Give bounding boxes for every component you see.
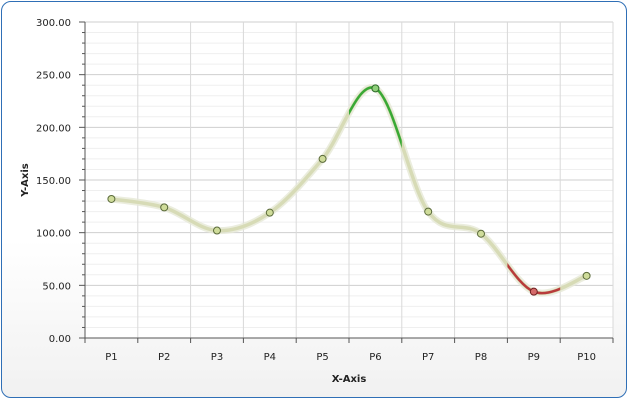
x-tick-label: P4 [264, 352, 276, 363]
data-point [424, 207, 433, 216]
y-tick-label: 0.00 [49, 334, 71, 345]
x-tick-label: P6 [369, 352, 381, 363]
y-tick-label: 250.00 [36, 71, 71, 82]
data-point [477, 229, 485, 238]
data-point [529, 287, 538, 296]
y-tick-label: 50.00 [42, 281, 71, 292]
x-tick-label: P1 [105, 352, 117, 363]
x-tick-label: P3 [211, 352, 223, 363]
data-point [160, 203, 169, 212]
y-tick-label: 150.00 [36, 176, 71, 187]
y-axis-title: Y-Axis [20, 163, 31, 198]
y-tick-label: 300.00 [36, 18, 71, 29]
chart-series [107, 84, 591, 297]
chart-axes [79, 21, 614, 343]
y-tick-label: 200.00 [36, 123, 71, 134]
data-point [107, 194, 116, 203]
x-tick-label: P10 [577, 352, 596, 363]
data-point [213, 226, 221, 235]
data-point [318, 154, 327, 163]
x-axis-title: X-Axis [332, 374, 367, 385]
data-point [582, 271, 591, 280]
data-point [265, 208, 274, 217]
x-tick-label: P8 [475, 352, 487, 363]
x-tick-label: P2 [158, 352, 170, 363]
chart-grid [84, 21, 614, 339]
x-tick-label: P7 [422, 352, 434, 363]
chart-labels: 0.00 50.00 100.00 150.00 200.00 250.00 300.00 P… [36, 18, 596, 363]
x-tick-label: P9 [528, 352, 540, 363]
data-point [371, 84, 380, 93]
y-tick-label: 100.00 [36, 229, 71, 240]
x-tick-label: P5 [316, 352, 328, 363]
